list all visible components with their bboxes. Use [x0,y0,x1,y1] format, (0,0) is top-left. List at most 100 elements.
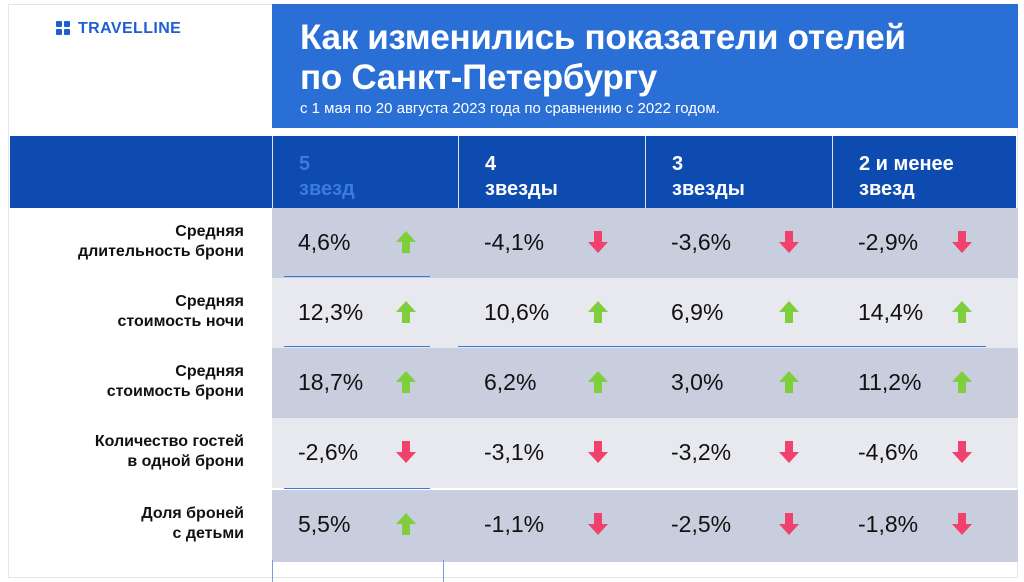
title-line-2: по Санкт-Петербургу [300,58,657,97]
table-row [272,418,1018,488]
arrow-down-icon [588,231,608,253]
value-cell: -1,8% [858,490,918,558]
change-value: -1,8% [858,510,919,537]
value-cell: -4,6% [858,418,918,486]
column-header-line-2: звезды [485,178,558,200]
value-cell: -3,1% [484,418,544,486]
table-row [272,348,1018,418]
value-cell: 14,4% [858,278,923,346]
column-header-1: 5 звезд [272,136,458,208]
arrow-down-icon [779,231,799,253]
change-value: -1,1% [484,510,545,537]
change-value: 5,5% [298,510,351,537]
value-cell: 6,9% [671,278,723,346]
arrow-down-icon [588,441,608,463]
row-label-line-1: Средняя [175,363,244,380]
row-divider [458,346,986,347]
row-label: Количество гостей в одной брони [10,432,244,472]
value-cell: -3,6% [671,208,731,276]
row-label-line-2: с детьми [172,525,244,542]
change-value: 6,9% [671,298,724,325]
column-header-line-2: звезды [672,178,745,200]
arrow-up-icon [396,513,416,535]
arrow-down-icon [779,441,799,463]
column-divider [272,560,273,582]
value-cell: -2,9% [858,208,918,276]
column-header-3: 3 звезды [645,136,832,208]
column-header-line-1: 5 [299,153,311,175]
change-value: 10,6% [484,298,550,325]
row-label-line-1: Количество гостей [94,433,244,450]
arrow-down-icon [952,513,972,535]
change-value: 18,7% [298,368,364,395]
row-label: Доля броней с детьми [10,504,244,544]
arrow-up-icon [588,371,608,393]
change-value: 6,2% [484,368,537,395]
value-cell: -3,2% [671,418,731,486]
table-row [272,490,1018,562]
row-divider [284,488,430,489]
value-cell: 18,7% [298,348,363,416]
arrow-down-icon [396,441,416,463]
value-cell: 10,6% [484,278,549,346]
row-label-line-2: длительность брони [77,243,244,260]
row-label-line-1: Доля броней [141,505,244,522]
change-value: -4,1% [484,228,545,255]
column-header-line-1: 3 [672,153,684,175]
row-label-line-2: в одной брони [127,453,244,470]
change-value: 3,0% [671,368,724,395]
brand-name: TRAVELLINE [78,20,182,37]
column-header-line-1: 4 [485,153,497,175]
change-value: -4,6% [858,438,919,465]
arrow-up-icon [779,301,799,323]
arrow-up-icon [952,371,972,393]
value-cell: 11,2% [858,348,922,416]
column-header-4: 2 и менее звезд [832,136,1018,208]
change-value: -2,5% [671,510,732,537]
table-row [272,278,1018,348]
change-value: -3,6% [671,228,732,255]
change-value: 11,2% [858,368,922,395]
row-label: Средняя стоимость ночи [10,292,245,332]
row-label-line-1: Средняя [175,293,244,310]
change-value: -2,6% [298,438,359,465]
arrow-up-icon [396,231,416,253]
arrow-down-icon [952,441,972,463]
arrow-up-icon [779,371,799,393]
arrow-up-icon [588,301,608,323]
value-cell: 4,6% [298,208,350,276]
value-cell: -1,1% [484,490,544,558]
arrow-down-icon [588,513,608,535]
change-value: -2,9% [858,228,919,255]
arrow-up-icon [952,301,972,323]
change-value: -3,2% [671,438,732,465]
value-cell: -2,5% [671,490,731,558]
value-cell: 5,5% [298,490,350,558]
column-divider [443,560,444,582]
column-header-line-2: звезд [859,178,915,200]
value-cell: 3,0% [671,348,723,416]
change-value: 12,3% [298,298,364,325]
row-label-line-1: Средняя [175,223,244,240]
value-cell: 12,3% [298,278,363,346]
arrow-down-icon [952,231,972,253]
title-banner [272,4,1018,128]
column-header-line-2: звезд [299,178,355,200]
value-cell: -4,1% [484,208,544,276]
row-label: Средняя стоимость брони [10,362,244,402]
change-value: 14,4% [858,298,924,325]
value-cell: 6,2% [484,348,536,416]
grid-logo-icon [56,21,72,37]
row-label: Средняя длительность брони [10,222,244,262]
row-label-line-2: стоимость брони [106,383,244,400]
value-cell: -2,6% [298,418,358,486]
arrow-up-icon [396,301,416,323]
change-value: 4,6% [298,228,351,255]
page-subtitle: с 1 мая по 20 августа 2023 года по сравн… [300,100,720,117]
brand-logo: TRAVELLINE [56,20,181,38]
table-header-row [10,136,1016,208]
title-line-1: Как изменились показатели отелей [300,18,906,57]
column-header-line-1: 2 и менее [859,153,954,175]
arrow-down-icon [779,513,799,535]
arrow-up-icon [396,371,416,393]
